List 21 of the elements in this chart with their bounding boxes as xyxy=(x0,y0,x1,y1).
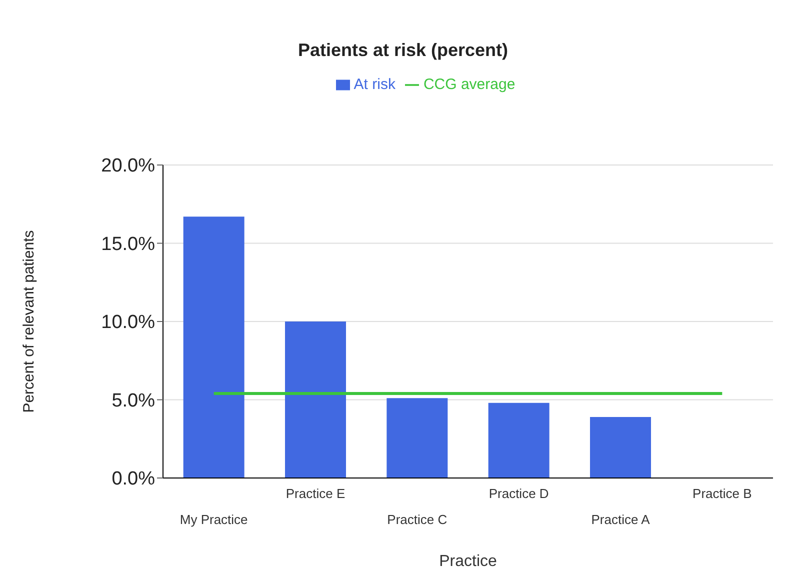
bar xyxy=(590,416,651,478)
bar xyxy=(285,322,346,478)
legend-label: CCG average xyxy=(423,76,516,93)
x-tick-label: Practice A xyxy=(591,512,650,527)
y-tick-label: 15.0% xyxy=(101,234,156,255)
y-tick-label: 20.0% xyxy=(101,156,156,177)
y-tick-label: 5.0% xyxy=(112,390,156,412)
chart-title: Patients at risk (percent) xyxy=(296,40,510,61)
bar xyxy=(488,402,550,478)
x-tick-label: Practice C xyxy=(387,512,448,527)
y-tick-label: 10.0% xyxy=(101,312,156,334)
bar xyxy=(386,398,448,478)
bar xyxy=(183,216,244,478)
y-tick-label: 0.0% xyxy=(112,468,156,490)
y-axis-title: Percent of relevant patients xyxy=(20,230,38,413)
x-tick-label: Practice B xyxy=(692,486,752,501)
x-tick-label: Practice D xyxy=(488,486,549,501)
x-tick-label: Practice E xyxy=(286,486,346,501)
x-axis-title: Practice xyxy=(439,553,497,570)
x-tick-label: My Practice xyxy=(180,512,248,527)
legend-label: At risk xyxy=(354,76,396,93)
